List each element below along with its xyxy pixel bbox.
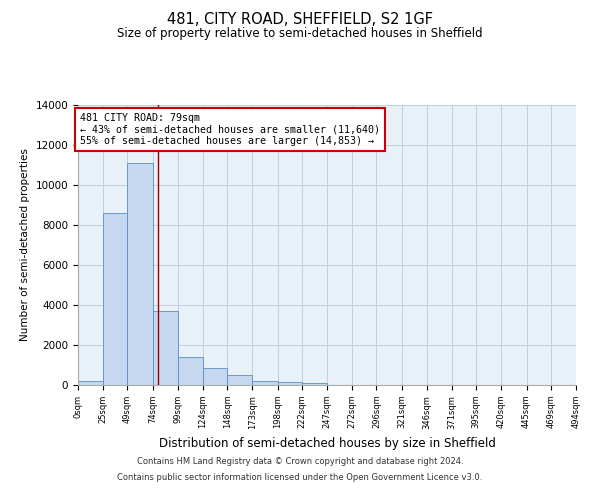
Text: Contains public sector information licensed under the Open Government Licence v3: Contains public sector information licen… bbox=[118, 472, 482, 482]
Text: 481, CITY ROAD, SHEFFIELD, S2 1GF: 481, CITY ROAD, SHEFFIELD, S2 1GF bbox=[167, 12, 433, 28]
Bar bbox=[78, 381, 103, 385]
Bar bbox=[203, 368, 227, 385]
Text: 481 CITY ROAD: 79sqm
← 43% of semi-detached houses are smaller (11,640)
55% of s: 481 CITY ROAD: 79sqm ← 43% of semi-detac… bbox=[80, 113, 380, 146]
X-axis label: Distribution of semi-detached houses by size in Sheffield: Distribution of semi-detached houses by … bbox=[158, 437, 496, 450]
Text: Contains HM Land Registry data © Crown copyright and database right 2024.: Contains HM Land Registry data © Crown c… bbox=[137, 458, 463, 466]
Bar bbox=[278, 382, 302, 385]
Bar bbox=[103, 213, 127, 385]
Bar bbox=[178, 357, 203, 385]
Bar bbox=[302, 383, 327, 385]
Bar bbox=[127, 163, 152, 385]
Bar bbox=[253, 381, 278, 385]
Y-axis label: Number of semi-detached properties: Number of semi-detached properties bbox=[20, 148, 30, 342]
Text: Size of property relative to semi-detached houses in Sheffield: Size of property relative to semi-detach… bbox=[117, 28, 483, 40]
Bar bbox=[227, 376, 253, 385]
Bar bbox=[152, 311, 178, 385]
